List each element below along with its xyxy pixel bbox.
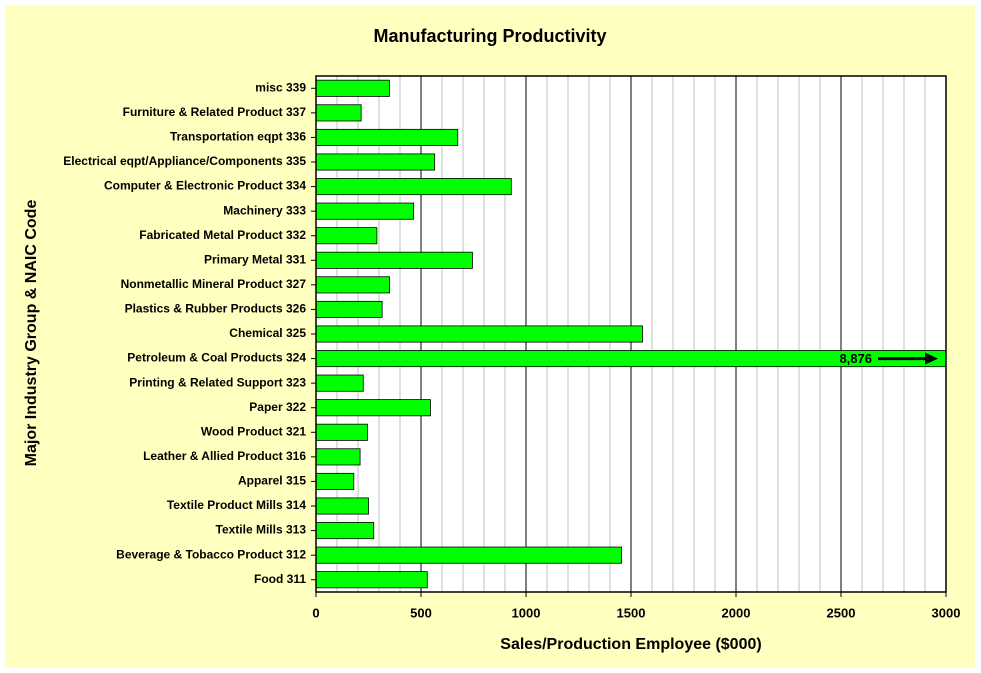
y-tick-label: misc 339 xyxy=(255,80,306,94)
bar xyxy=(316,423,368,441)
value-label: 8,876 xyxy=(839,351,872,366)
y-tick-label: Leather & Allied Product 316 xyxy=(143,449,306,463)
x-tick-label: 3000 xyxy=(932,605,961,620)
x-tick-label: 1500 xyxy=(617,605,646,620)
bar xyxy=(316,104,362,122)
bar xyxy=(316,178,512,196)
chart-title: Manufacturing Productivity xyxy=(373,26,606,46)
y-axis-title: Major Industry Group & NAIC Code xyxy=(23,200,40,467)
y-tick-label: Beverage & Tobacco Product 312 xyxy=(116,547,306,561)
y-tick-label: Chemical 325 xyxy=(229,326,306,340)
y-tick-label: Textile Mills 313 xyxy=(216,523,307,537)
y-tick-label: Machinery 333 xyxy=(223,203,306,217)
bar xyxy=(316,202,415,220)
bar xyxy=(316,325,643,343)
bar xyxy=(316,448,361,466)
y-tick-label: Wood Product 321 xyxy=(201,424,306,438)
bar xyxy=(316,522,375,540)
x-axis-title: Sales/Production Employee ($000) xyxy=(500,636,761,653)
y-tick-label: Petroleum & Coal Products 324 xyxy=(127,351,306,365)
bar xyxy=(316,227,378,245)
bar xyxy=(316,571,428,589)
bar xyxy=(316,300,383,318)
bar xyxy=(316,153,436,171)
y-tick-label: Printing & Related Support 323 xyxy=(129,375,306,389)
bar xyxy=(316,374,364,392)
y-tick-label: Textile Product Mills 314 xyxy=(167,498,306,512)
y-tick-label: Computer & Electronic Product 334 xyxy=(104,179,306,193)
y-tick-label: Food 311 xyxy=(254,572,306,586)
x-tick-label: 1000 xyxy=(512,605,541,620)
y-tick-label: Plastics & Rubber Products 326 xyxy=(125,302,307,316)
bar xyxy=(316,251,473,269)
x-tick-label: 0 xyxy=(312,605,319,620)
bar xyxy=(316,276,390,294)
x-tick-label: 2500 xyxy=(827,605,856,620)
x-tick-label: 2000 xyxy=(722,605,751,620)
bar xyxy=(316,472,355,490)
bar xyxy=(316,546,622,564)
y-tick-label: Apparel 315 xyxy=(238,474,306,488)
y-tick-label: Nonmetallic Mineral Product 327 xyxy=(121,277,307,291)
y-tick-label: Electrical eqpt/Appliance/Components 335 xyxy=(63,154,306,168)
x-tick-label: 500 xyxy=(410,605,432,620)
y-tick-label: Primary Metal 331 xyxy=(204,252,306,266)
y-tick-label: Paper 322 xyxy=(249,400,306,414)
bar xyxy=(316,399,431,417)
y-tick-label: Transportation eqpt 336 xyxy=(170,130,306,144)
bar xyxy=(316,350,946,368)
arrow-head xyxy=(925,352,938,365)
bar xyxy=(316,497,369,515)
bar xyxy=(316,128,459,146)
y-tick-label: Fabricated Metal Product 332 xyxy=(139,228,306,242)
bar xyxy=(316,79,390,97)
y-tick-label: Furniture & Related Product 337 xyxy=(123,105,307,119)
